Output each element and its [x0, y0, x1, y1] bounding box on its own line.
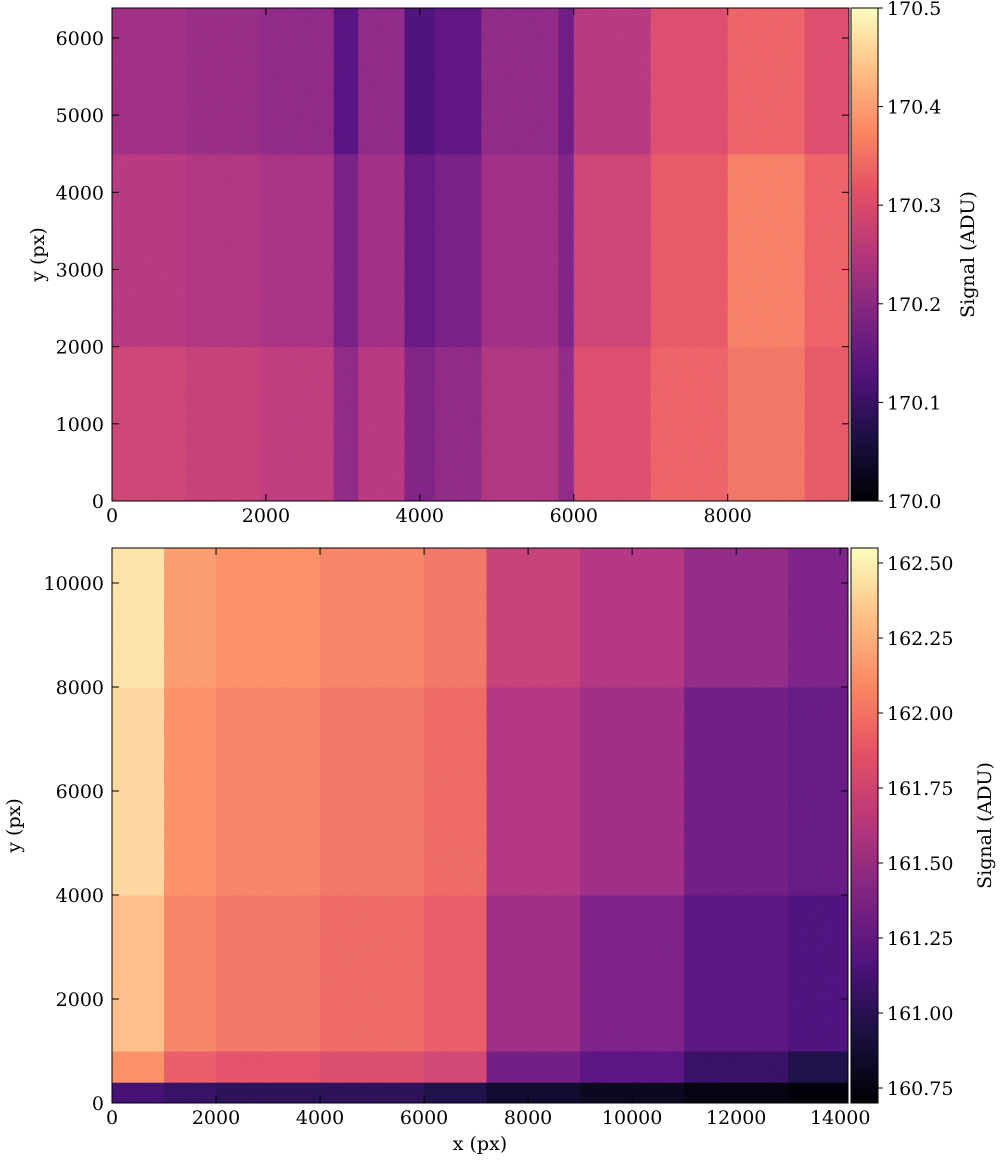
y-tick-label: 6000: [56, 781, 104, 803]
y-tick-label: 10000: [44, 573, 104, 595]
colorbar-label: Signal (ADU): [974, 762, 996, 889]
x-tick-label: 8000: [504, 1107, 552, 1129]
x-tick-label: 14000: [810, 1107, 870, 1129]
y-axis-label: y (px): [3, 798, 25, 853]
y-tick-label: 2000: [56, 337, 104, 359]
colorbar-tick-label: 170.3: [887, 195, 941, 217]
y-tick-label: 6000: [56, 28, 104, 50]
x-tick-label: 0: [106, 505, 118, 527]
y-tick-label: 5000: [56, 105, 104, 127]
x-tick-label: 2000: [242, 505, 290, 527]
x-tick-label: 6000: [550, 505, 598, 527]
x-tick-label: 0: [106, 1107, 118, 1129]
axes-frame: [111, 547, 849, 1104]
colorbar-tick-label: 161.00: [887, 1003, 953, 1025]
x-tick-label: 12000: [706, 1107, 766, 1129]
y-tick-label: 0: [92, 1093, 104, 1115]
colorbar-tick-label: 162.25: [887, 628, 953, 650]
colorbar-tick-label: 161.50: [887, 853, 953, 875]
colorbar-label: Signal (ADU): [957, 191, 979, 318]
colorbar-tick-label: 162.00: [887, 703, 953, 725]
x-tick-label: 6000: [400, 1107, 448, 1129]
y-tick-label: 1000: [56, 414, 104, 436]
colorbar-tick-label: 170.5: [887, 0, 941, 20]
x-tick-label: 8000: [704, 505, 752, 527]
colorbar-tick-label: 170.1: [887, 392, 941, 414]
x-tick-label: 4000: [296, 1107, 344, 1129]
noise-texture: [112, 548, 848, 1103]
x-tick-label: 2000: [192, 1107, 240, 1129]
y-tick-label: 0: [92, 491, 104, 513]
noise-texture: [112, 8, 849, 501]
axes-frame: [111, 7, 850, 502]
colorbar-tick-label: 160.75: [887, 1078, 953, 1100]
colorbar-tick-label: 170.4: [887, 97, 941, 119]
x-tick-label: 10000: [602, 1107, 662, 1129]
x-axis-label: x (px): [453, 1133, 507, 1155]
colorbar-tick-label: 161.75: [887, 778, 953, 800]
colorbar: [850, 547, 879, 1104]
y-axis-label: y (px): [27, 227, 49, 282]
y-tick-label: 2000: [56, 989, 104, 1011]
x-tick-label: 4000: [396, 505, 444, 527]
y-tick-label: 4000: [56, 885, 104, 907]
colorbar-tick-label: 170.2: [887, 294, 941, 316]
colorbar-tick-label: 161.25: [887, 928, 953, 950]
y-tick-label: 8000: [56, 677, 104, 699]
y-tick-label: 4000: [56, 182, 104, 204]
colorbar-tick-label: 170.0: [887, 491, 941, 513]
y-tick-label: 3000: [56, 259, 104, 281]
colorbar: [850, 7, 879, 502]
colorbar-tick-label: 162.50: [887, 553, 953, 575]
